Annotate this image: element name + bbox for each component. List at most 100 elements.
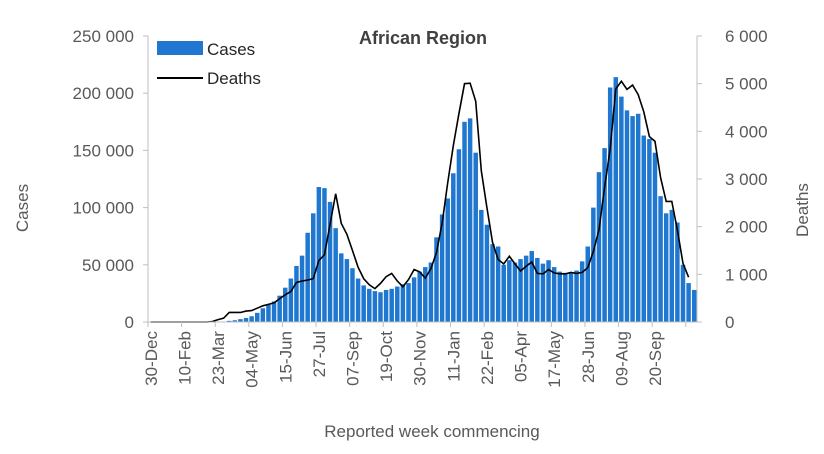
cases-bar: [591, 207, 596, 322]
cases-bar: [305, 232, 310, 322]
cases-bar: [641, 135, 647, 322]
x-tick-label: 19-Oct: [377, 331, 396, 382]
cases-bar: [316, 187, 322, 322]
left-tick-label: 0: [125, 313, 134, 332]
cases-bar: [535, 257, 540, 322]
cases-bar: [378, 292, 383, 322]
cases-bar: [400, 284, 406, 322]
deaths-line: [150, 79, 690, 323]
cases-bar: [501, 264, 506, 322]
cases-bar: [624, 110, 630, 322]
cases-bar: [333, 228, 338, 322]
cases-bar: [423, 267, 428, 322]
cases-bar: [451, 173, 456, 322]
cases-bar: [675, 222, 680, 322]
cases-bar: [563, 272, 568, 322]
left-tick-label: 100 000: [73, 199, 134, 218]
y2-axis-title: Deaths: [793, 183, 812, 237]
cases-bar: [260, 308, 266, 322]
cases-bar: [691, 289, 697, 322]
x-tick-label: 23-Mar: [209, 331, 228, 385]
cases-bar: [635, 113, 641, 322]
cases-bar: [372, 291, 378, 322]
cases-bar: [607, 87, 613, 322]
cases-bar: [434, 237, 439, 322]
x-tick-label: 30-Nov: [411, 331, 430, 386]
cases-bar: [512, 262, 518, 322]
left-tick-label: 200 000: [73, 84, 134, 103]
x-tick-label: 15-Jun: [276, 331, 295, 383]
cases-bar: [647, 138, 652, 322]
cases-bar: [243, 318, 249, 322]
cases-bar: [523, 255, 529, 322]
cases-bar: [238, 319, 243, 322]
cases-bar: [266, 304, 271, 322]
cases-bar: [288, 278, 294, 322]
cases-bar: [568, 272, 574, 322]
cases-bar: [652, 152, 658, 322]
cases-bar: [417, 271, 422, 322]
x-tick-label: 10-Feb: [175, 331, 194, 385]
cases-bar: [479, 209, 484, 322]
cases-bar: [619, 96, 624, 322]
cases-bar: [395, 286, 400, 322]
cases-bar: [249, 316, 254, 322]
legend-cases-label: Cases: [207, 40, 255, 59]
cases-bar: [680, 264, 686, 322]
cases-bar: [383, 289, 389, 322]
right-tick-label: 4 000: [725, 122, 768, 141]
x-tick-label: 30-Dec: [142, 331, 161, 386]
cases-bar: [585, 246, 590, 322]
cases-bar: [456, 149, 462, 322]
cases-bar: [490, 244, 495, 322]
cases-bar: [529, 251, 534, 322]
right-tick-label: 3 000: [725, 170, 768, 189]
cases-bar: [495, 246, 501, 322]
cases-bar: [579, 261, 585, 322]
cases-bar: [540, 263, 546, 322]
x-tick-label: 11-Jan: [444, 331, 463, 382]
cases-bar: [613, 77, 619, 323]
x-tick-label: 28-Jun: [579, 331, 598, 383]
cases-bar: [350, 268, 355, 322]
cases-bar: [344, 259, 350, 322]
x-tick-label: 27-Jul: [310, 331, 329, 377]
x-axis: 30-Dec 10-Feb 23-Mar 04-May 15-Jun 27-Jul 07-S…: [142, 321, 697, 388]
cases-bar: [663, 213, 669, 322]
left-tick-label: 50 000: [82, 256, 134, 275]
x-tick-label: 07-Sep: [343, 331, 362, 386]
x-tick-label: 20-Sep: [646, 331, 665, 386]
cases-bar: [658, 196, 663, 322]
cases-bar: [428, 262, 434, 322]
cases-bar: [283, 287, 288, 322]
cases-bar: [232, 320, 238, 322]
x-tick-label: 04-May: [243, 331, 262, 388]
cases-bar: [311, 213, 316, 322]
cases-bar: [271, 301, 277, 322]
left-y-axis: 0 50 000 100 000 150 000 200 000 250 000: [73, 27, 149, 332]
right-tick-label: 5 000: [725, 75, 768, 94]
cases-bar: [327, 201, 333, 322]
legend-cases-swatch: [157, 41, 203, 55]
cases-bar: [411, 277, 417, 322]
cases-bar: [277, 295, 282, 322]
right-y-axis: 0 1 000 2 000 3 000 4 000 5 000 6 000: [696, 27, 768, 332]
cases-bar: [557, 271, 562, 322]
right-tick-label: 0: [725, 313, 734, 332]
legend-deaths-label: Deaths: [207, 69, 261, 88]
cases-bar: [299, 255, 305, 322]
cases-bar: [439, 214, 445, 322]
right-tick-label: 2 000: [725, 218, 768, 237]
cases-bars: [215, 77, 697, 323]
cases-bar: [596, 172, 602, 322]
cases-bar: [507, 260, 512, 322]
x-axis-title: Reported week commencing: [324, 422, 539, 441]
cases-bar: [389, 288, 394, 322]
right-tick-label: 1 000: [725, 265, 768, 284]
right-tick-label: 6 000: [725, 27, 768, 46]
cases-bar: [602, 148, 607, 322]
cases-bar: [355, 278, 361, 322]
x-tick-label: 09-Aug: [612, 331, 631, 386]
cases-bar: [462, 121, 467, 322]
